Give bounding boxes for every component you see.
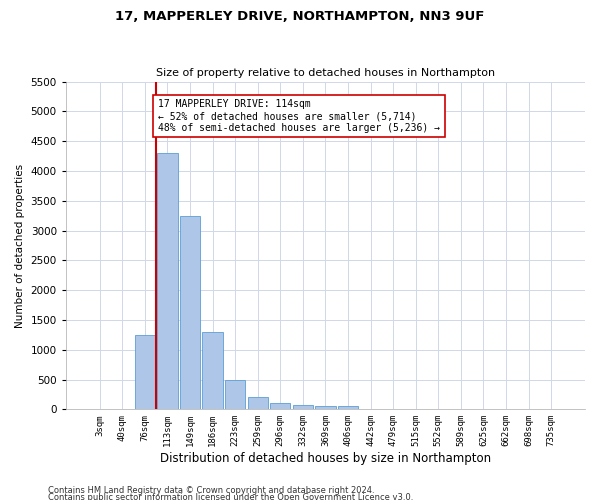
- Text: Contains public sector information licensed under the Open Government Licence v3: Contains public sector information licen…: [48, 494, 413, 500]
- Title: Size of property relative to detached houses in Northampton: Size of property relative to detached ho…: [156, 68, 495, 78]
- Text: Contains HM Land Registry data © Crown copyright and database right 2024.: Contains HM Land Registry data © Crown c…: [48, 486, 374, 495]
- Bar: [225, 380, 245, 410]
- Bar: [293, 405, 313, 409]
- Text: 17, MAPPERLEY DRIVE, NORTHAMPTON, NN3 9UF: 17, MAPPERLEY DRIVE, NORTHAMPTON, NN3 9U…: [115, 10, 485, 23]
- X-axis label: Distribution of detached houses by size in Northampton: Distribution of detached houses by size …: [160, 452, 491, 465]
- Bar: [180, 216, 200, 410]
- Bar: [338, 406, 358, 410]
- Bar: [270, 404, 290, 409]
- Bar: [315, 406, 335, 410]
- Bar: [248, 398, 268, 409]
- Bar: [134, 335, 155, 409]
- Bar: [157, 153, 178, 409]
- Y-axis label: Number of detached properties: Number of detached properties: [15, 164, 25, 328]
- Text: 17 MAPPERLEY DRIVE: 114sqm
← 52% of detached houses are smaller (5,714)
48% of s: 17 MAPPERLEY DRIVE: 114sqm ← 52% of deta…: [158, 100, 440, 132]
- Bar: [202, 332, 223, 409]
